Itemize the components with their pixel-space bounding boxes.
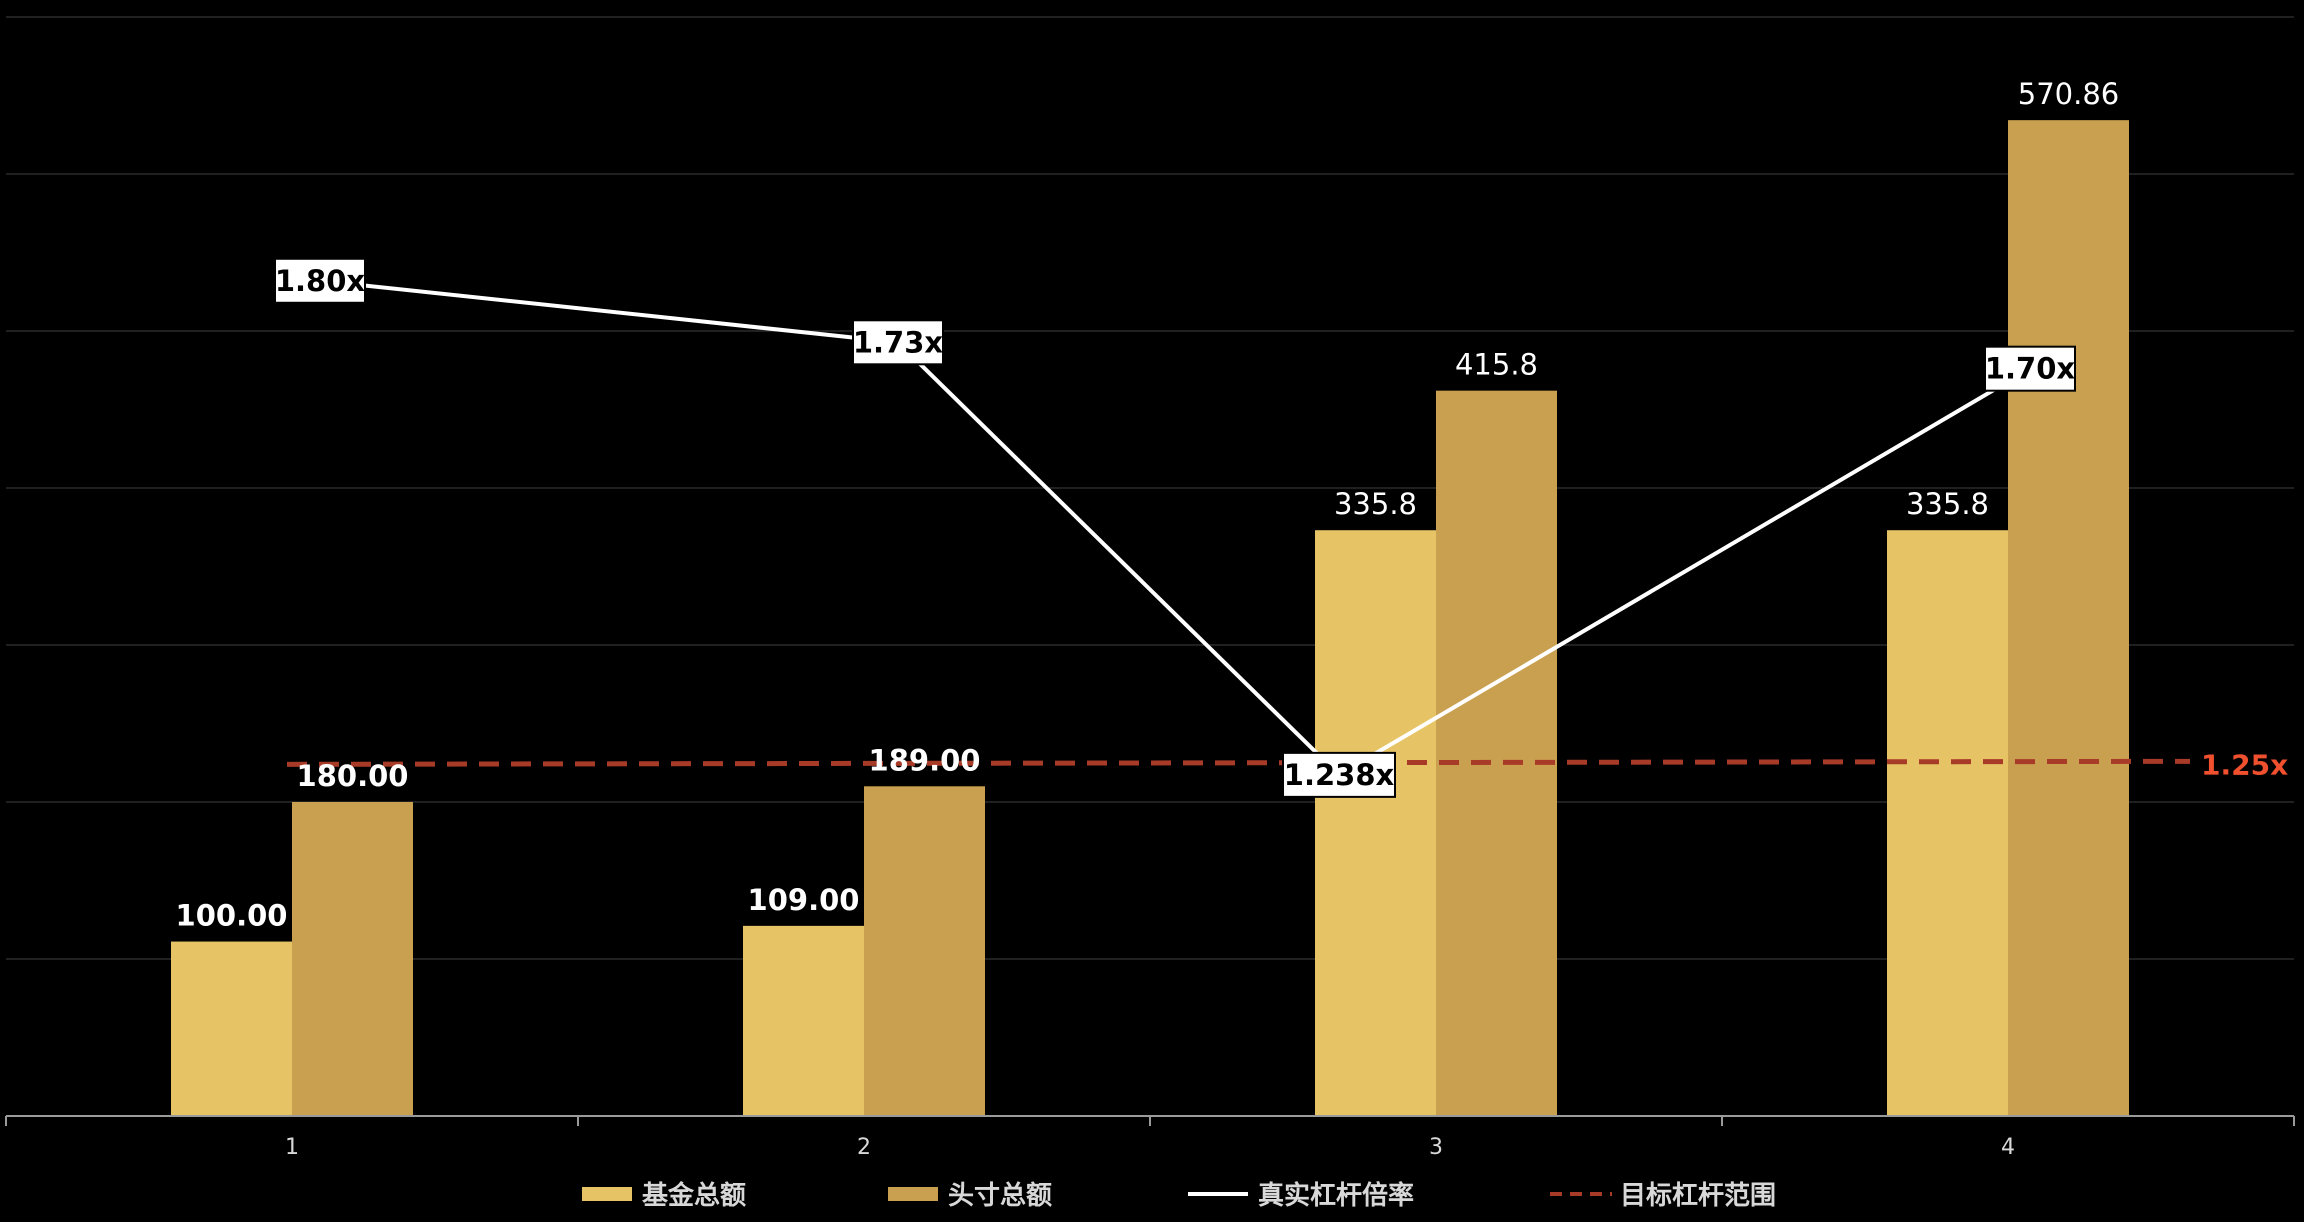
leverage-value-label: 1.80x (274, 257, 366, 304)
bar-value-label: 335.8 (1334, 487, 1417, 521)
legend-item: 真实杠杆倍率 (1188, 1180, 1414, 1211)
bar-value-label: 570.86 (2018, 77, 2119, 111)
legend-item: 目标杠杆范围 (1550, 1181, 1776, 1211)
leverage-label-text: 1.80x (275, 264, 366, 298)
bar (292, 802, 413, 1116)
legend-item: 头寸总额 (888, 1181, 1052, 1211)
legend-swatch (582, 1187, 632, 1201)
bar (2008, 120, 2129, 1116)
bar (171, 941, 292, 1116)
legend-label: 真实杠杆倍率 (1258, 1180, 1414, 1211)
legend-item: 基金总额 (582, 1180, 746, 1211)
bar (1315, 530, 1436, 1116)
legend-label: 头寸总额 (948, 1181, 1052, 1211)
leverage-label-box (274, 257, 366, 304)
legend-label: 基金总额 (642, 1180, 746, 1211)
bar-value-label: 109.00 (748, 883, 860, 917)
bar-series (171, 120, 2129, 1116)
bar-value-label: 335.8 (1906, 487, 1989, 521)
target-leverage-line (286, 758, 2191, 767)
x-tick-label: 3 (1429, 1135, 1443, 1160)
target-leverage-label: 1.25x (2201, 748, 2288, 781)
x-tick-label: 1 (285, 1135, 299, 1160)
data-labels: 100.00 109.00 335.8 335.8 180.00 189.00 415.8 5… (176, 77, 2289, 932)
leverage-value-label: 1.70x (1984, 345, 2076, 392)
bar-value-label: 180.00 (297, 759, 409, 793)
bar-value-label: 189.00 (869, 743, 981, 777)
bar (864, 786, 985, 1116)
leverage-label-box (1282, 751, 1396, 798)
leverage-value-label: 1.73x (852, 319, 944, 366)
leverage-label-box (1984, 345, 2076, 392)
leverage-label-box (852, 319, 944, 366)
x-tick-label: 4 (2001, 1135, 2015, 1160)
leverage-label-text: 1.73x (853, 325, 944, 359)
leverage-label-text: 1.238x (1284, 758, 1395, 792)
bar (743, 925, 864, 1116)
line-series (286, 278, 2191, 778)
real-leverage-line (319, 278, 2032, 778)
x-axis: 1 2 3 4 (5, 1115, 2295, 1160)
bar (1887, 530, 2008, 1116)
bar (1436, 390, 1557, 1116)
legend: 基金总额 头寸总额 真实杠杆倍率 目标杠杆范围 (582, 1180, 1776, 1211)
leverage-label-text: 1.70x (1985, 352, 2076, 386)
bar-value-label: 100.00 (176, 899, 288, 933)
bar-value-label: 415.8 (1455, 348, 1538, 382)
legend-swatch (888, 1187, 938, 1201)
leverage-value-label: 1.238x (1282, 751, 1396, 798)
x-tick-label: 2 (857, 1135, 871, 1160)
legend-label: 目标杠杆范围 (1620, 1181, 1776, 1211)
